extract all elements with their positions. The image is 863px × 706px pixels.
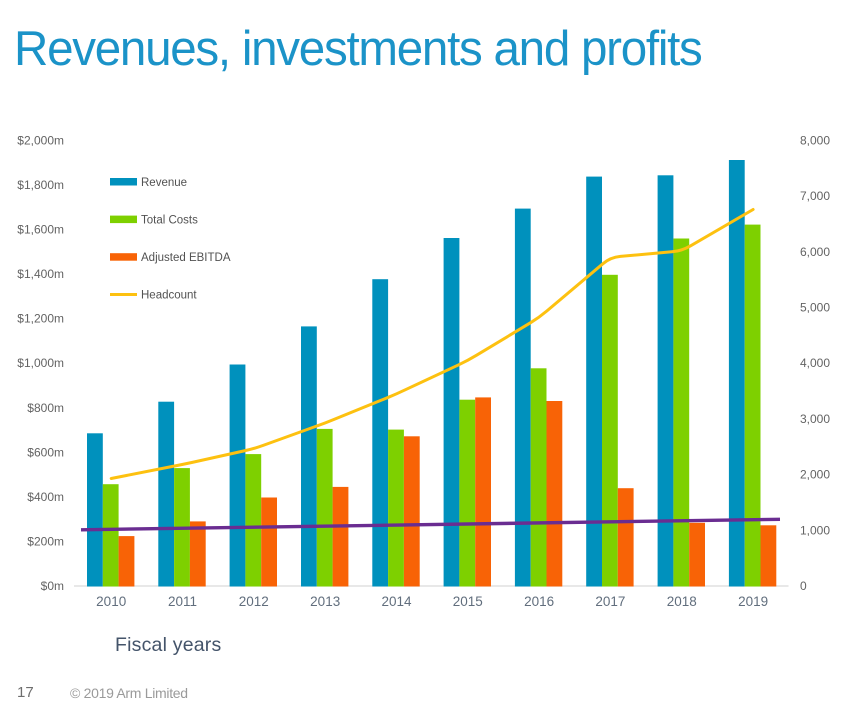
svg-text:$1,200m: $1,200m: [17, 312, 64, 326]
svg-text:2012: 2012: [239, 594, 269, 609]
svg-text:$1,400m: $1,400m: [17, 267, 64, 281]
svg-text:Revenue: Revenue: [141, 177, 187, 189]
svg-text:$400m: $400m: [27, 490, 64, 504]
svg-text:Headcount: Headcount: [141, 290, 197, 302]
svg-text:$1,600m: $1,600m: [17, 223, 64, 237]
svg-text:0: 0: [800, 579, 807, 593]
svg-text:Adjusted EBITDA: Adjusted EBITDA: [141, 252, 231, 264]
svg-text:2015: 2015: [453, 594, 483, 609]
svg-text:$600m: $600m: [27, 445, 64, 459]
svg-text:2013: 2013: [310, 594, 340, 609]
svg-text:$1,800m: $1,800m: [17, 178, 64, 192]
svg-text:4,000: 4,000: [800, 356, 830, 370]
svg-text:2017: 2017: [595, 594, 625, 609]
svg-text:6,000: 6,000: [800, 245, 830, 259]
svg-text:1,000: 1,000: [800, 523, 830, 537]
svg-text:2014: 2014: [381, 594, 412, 609]
svg-text:2,000: 2,000: [800, 468, 830, 482]
svg-text:2010: 2010: [96, 594, 126, 609]
svg-text:$0m: $0m: [41, 579, 64, 593]
svg-text:2016: 2016: [524, 594, 554, 609]
svg-text:$200m: $200m: [27, 534, 64, 548]
svg-text:5,000: 5,000: [800, 301, 830, 315]
svg-text:7,000: 7,000: [800, 189, 830, 203]
svg-text:2019: 2019: [738, 594, 768, 609]
svg-text:8,000: 8,000: [800, 133, 830, 147]
svg-text:Total Costs: Total Costs: [141, 215, 198, 227]
svg-text:3,000: 3,000: [800, 412, 830, 426]
svg-text:$2,000m: $2,000m: [17, 133, 64, 147]
svg-text:2018: 2018: [667, 594, 697, 609]
svg-text:2011: 2011: [168, 594, 197, 609]
svg-text:$800m: $800m: [27, 401, 64, 415]
svg-text:$1,000m: $1,000m: [17, 356, 64, 370]
